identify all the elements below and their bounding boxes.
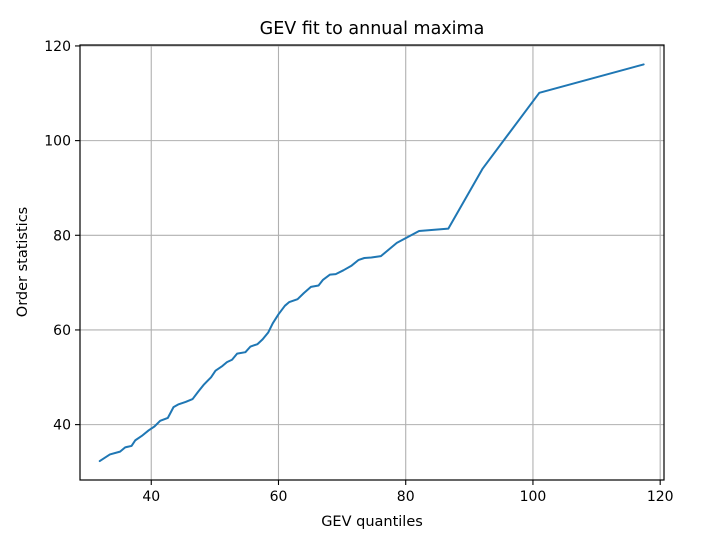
chart-title: GEV fit to annual maxima bbox=[260, 19, 485, 39]
plot-frame bbox=[79, 44, 665, 481]
series-layer bbox=[98, 63, 645, 463]
x-tick-label: 100 bbox=[520, 489, 547, 505]
series-line bbox=[98, 63, 645, 463]
y-axis-label: Order statistics bbox=[15, 207, 31, 317]
x-tick-label: 60 bbox=[270, 489, 288, 505]
y-tick-label: 60 bbox=[53, 323, 71, 339]
grid-lines bbox=[80, 45, 664, 480]
y-tick-label: 80 bbox=[53, 228, 71, 244]
x-tick-label: 40 bbox=[142, 489, 160, 505]
x-axis-label: GEV quantiles bbox=[321, 514, 423, 530]
x-tick-label: 120 bbox=[647, 489, 674, 505]
y-tick-label: 40 bbox=[53, 418, 71, 434]
y-tick-label: 120 bbox=[44, 39, 71, 55]
y-tick-label: 100 bbox=[44, 134, 71, 150]
axis-ticks: 40 60 80 100 120 40 60 80 100 120 bbox=[44, 39, 673, 505]
x-tick-label: 80 bbox=[397, 489, 415, 505]
